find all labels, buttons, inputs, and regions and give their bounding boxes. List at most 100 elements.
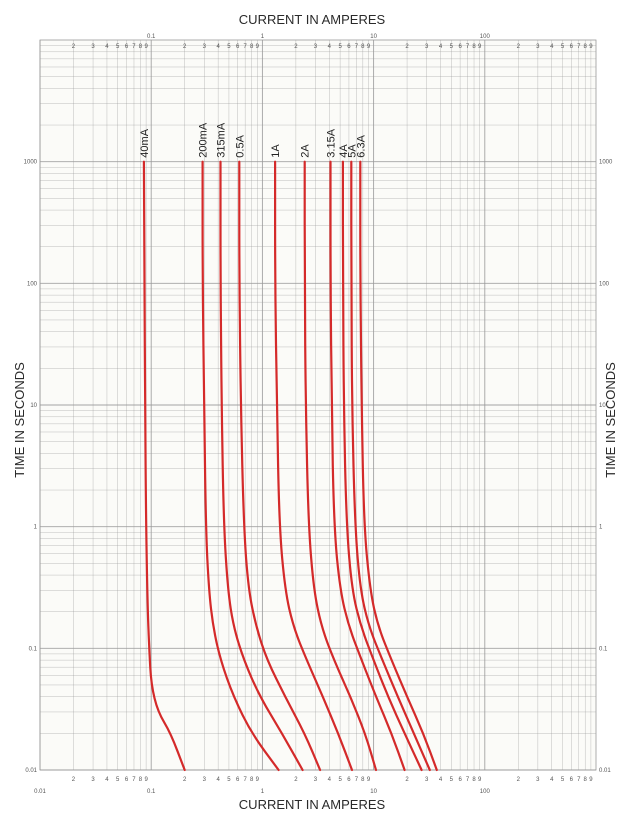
x-minor-label-top: 7 (466, 44, 470, 50)
x-minor-label-bottom: 3 (314, 777, 318, 783)
series-line-1A (274, 160, 354, 772)
y-tick-label-right: 1000 (599, 160, 613, 166)
y-tick-label-right: 1 (599, 525, 603, 531)
series-line-200mA (201, 160, 280, 772)
x-minor-label-bottom: 5 (450, 777, 454, 783)
x-axis-title-bottom: CURRENT IN AMPERES (239, 797, 386, 812)
x-minor-label-top: 9 (144, 44, 148, 50)
x-minor-label-bottom: 8 (139, 777, 143, 783)
x-minor-label-bottom: 9 (144, 777, 148, 783)
x-minor-label-bottom: 2 (183, 777, 187, 783)
x-minor-label-top: 5 (561, 44, 565, 50)
series-line-40mA (142, 160, 186, 772)
x-minor-label-top: 2 (183, 44, 187, 50)
x-minor-label-top: 8 (250, 44, 254, 50)
x-minor-label-bottom: 5 (561, 777, 565, 783)
x-minor-label-top: 8 (361, 44, 365, 50)
y-tick-label-left: 10 (30, 403, 37, 409)
x-minor-label-bottom: 6 (125, 777, 129, 783)
x-minor-label-top: 4 (216, 44, 220, 50)
x-minor-label-top: 4 (105, 44, 109, 50)
x-minor-label-top: 8 (472, 44, 476, 50)
x-minor-label-top: 4 (439, 44, 443, 50)
x-minor-label-top: 4 (328, 44, 332, 50)
x-minor-label-bottom: 4 (216, 777, 220, 783)
chart-grid (39, 39, 597, 771)
x-minor-label-top: 9 (589, 44, 593, 50)
x-minor-label-top: 6 (125, 44, 129, 50)
x-minor-label-top: 6 (347, 44, 351, 50)
x-minor-label-top: 3 (203, 44, 207, 50)
x-minor-label-bottom: 3 (91, 777, 95, 783)
x-minor-label-top: 4 (550, 44, 554, 50)
x-minor-label-bottom: 4 (439, 777, 443, 783)
x-minor-label-top: 7 (244, 44, 248, 50)
x-minor-label-top: 9 (367, 44, 371, 50)
x-minor-label-top: 2 (517, 44, 521, 50)
x-minor-label-bottom: 5 (338, 777, 342, 783)
x-minor-label-bottom: 6 (236, 777, 240, 783)
x-minor-label-top: 3 (314, 44, 318, 50)
x-minor-label-top: 3 (91, 44, 95, 50)
x-minor-label-bottom: 8 (361, 777, 365, 783)
x-minor-label-top: 7 (577, 44, 581, 50)
series-label-2A: 2A (300, 144, 312, 158)
x-minor-label-bottom: 7 (132, 777, 136, 783)
x-minor-label-top: 3 (536, 44, 540, 50)
x-minor-label-bottom: 9 (256, 777, 260, 783)
x-minor-label-top: 8 (584, 44, 588, 50)
x-minor-label-top: 6 (236, 44, 240, 50)
x-minor-label-top: 5 (227, 44, 231, 50)
x-minor-label-bottom: 7 (466, 777, 470, 783)
x-decade-label-bottom: 10 (370, 789, 377, 795)
x-minor-label-bottom: 6 (347, 777, 351, 783)
x-decade-label-top: 100 (480, 34, 491, 40)
series-line-2A (303, 160, 378, 772)
x-minor-label-bottom: 8 (472, 777, 476, 783)
x-minor-label-bottom: 9 (478, 777, 482, 783)
x-axis-title-top: CURRENT IN AMPERES (239, 12, 386, 27)
x-minor-label-bottom: 4 (105, 777, 109, 783)
series-line-5A (350, 160, 431, 772)
x-minor-label-top: 2 (294, 44, 298, 50)
x-minor-label-top: 2 (72, 44, 76, 50)
x-minor-label-top: 5 (450, 44, 454, 50)
series-line-0.5A (238, 160, 322, 772)
series-line-4A (341, 160, 423, 772)
x-decade-label-top: 1 (261, 34, 265, 40)
series-label-6.3A: 6.3A (355, 134, 367, 157)
series-label-5A: 5A (346, 144, 358, 158)
y-tick-label-right: 100 (599, 281, 610, 287)
y-tick-label-right: 10 (599, 403, 606, 409)
series-line-3.15A (329, 160, 406, 772)
x-minor-label-bottom: 7 (577, 777, 581, 783)
series-line-315mA (219, 160, 304, 772)
x-minor-label-bottom: 2 (517, 777, 521, 783)
x-minor-label-top: 3 (425, 44, 429, 50)
x-minor-label-bottom: 3 (203, 777, 207, 783)
x-minor-label-bottom: 7 (244, 777, 248, 783)
y-axis-title-left: TIME IN SECONDS (12, 362, 27, 478)
y-tick-label-left: 0.1 (29, 646, 38, 652)
x-minor-label-bottom: 9 (367, 777, 371, 783)
x-minor-label-bottom: 8 (250, 777, 254, 783)
x-minor-label-top: 8 (139, 44, 143, 50)
x-decade-label-bottom: 100 (480, 789, 491, 795)
x-decade-label-bottom: 1 (261, 789, 265, 795)
x-minor-label-bottom: 6 (570, 777, 574, 783)
series-label-4A: 4A (338, 144, 350, 158)
y-tick-label-right: 0.1 (599, 646, 608, 652)
series-label-200mA: 200mA (198, 122, 210, 158)
x-minor-label-top: 7 (355, 44, 359, 50)
x-minor-label-bottom: 8 (584, 777, 588, 783)
x-minor-label-bottom: 7 (355, 777, 359, 783)
x-minor-label-top: 7 (132, 44, 136, 50)
series-label-0.5A: 0.5A (234, 134, 246, 157)
x-minor-label-top: 9 (478, 44, 482, 50)
x-minor-label-bottom: 6 (458, 777, 462, 783)
x-minor-label-top: 2 (405, 44, 409, 50)
x-minor-label-bottom: 4 (550, 777, 554, 783)
